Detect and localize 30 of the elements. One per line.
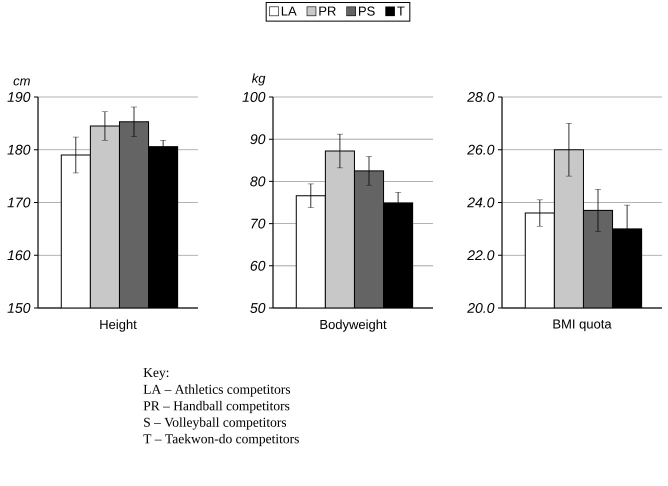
x-axis-title: BMI quota xyxy=(553,320,612,332)
y-tick-label: 170 xyxy=(7,198,30,208)
y-tick-label: 24.0 xyxy=(467,198,494,208)
y-tick-label: 70 xyxy=(251,218,266,229)
y-tick-label: 150 xyxy=(7,303,30,313)
y-axis-title: kg xyxy=(252,73,266,86)
y-tick-label: 190 xyxy=(7,92,30,102)
y-tick-label: 50 xyxy=(250,303,266,313)
y-tick-label: 100 xyxy=(242,92,266,102)
text: PR – Handball competitors xyxy=(144,400,290,414)
legend-label: LA xyxy=(282,6,297,16)
y-tick-label: 60 xyxy=(250,260,266,271)
text: T – Taekwon-do competitors xyxy=(143,434,299,446)
text: S – Volleyball competitors xyxy=(144,417,286,430)
y-tick-label: 180 xyxy=(7,144,30,155)
y-tick-label: 80 xyxy=(250,176,266,186)
y-tick-label: 22.0 xyxy=(467,250,494,260)
y-tick-label: 160 xyxy=(7,250,30,260)
y-tick-label: 20.0 xyxy=(467,303,494,313)
y-tick-label: 90 xyxy=(250,134,266,144)
y-tick-label: 28.0 xyxy=(467,92,494,102)
y-tick-label: 26.0 xyxy=(467,144,494,155)
legend-label: PR xyxy=(319,6,336,16)
x-axis-title: Height xyxy=(100,320,137,332)
legend-label: PS xyxy=(359,6,375,16)
y-axis-title: cm xyxy=(14,78,30,86)
text: LA – Athletics competitors xyxy=(144,384,290,397)
text: Key: xyxy=(144,368,168,380)
x-axis-title: Bodyweight xyxy=(320,320,386,332)
legend-label: T xyxy=(397,6,405,16)
